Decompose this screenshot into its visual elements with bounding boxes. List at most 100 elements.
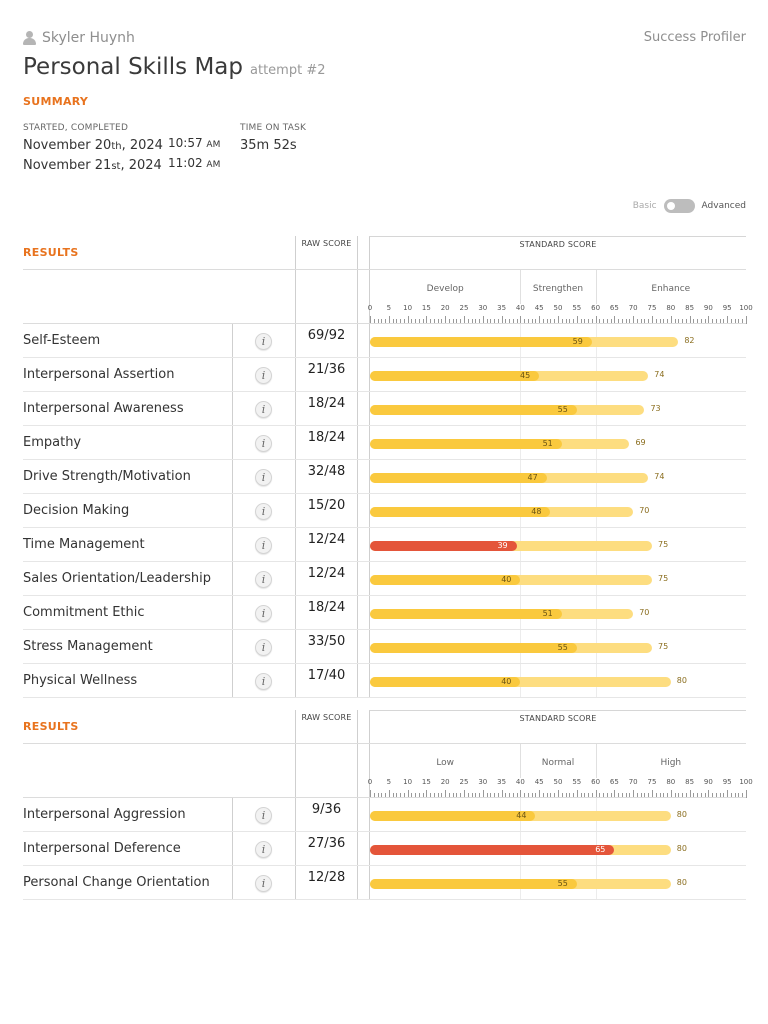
max-score-label: 73: [650, 404, 661, 413]
scale-tick: [700, 319, 702, 324]
scale-tick: [697, 319, 699, 324]
scale-tick: [464, 790, 465, 798]
scale-tick: [655, 793, 657, 798]
scale-tick: [636, 793, 638, 798]
scale-tick: [606, 319, 608, 324]
scale-name: Drive Strength/Motivation: [23, 469, 191, 484]
scale-tick: [652, 316, 653, 324]
scale-tick: [501, 316, 503, 324]
scale-tick: [445, 316, 447, 324]
scale-tick: [411, 793, 413, 798]
scale-tick: [712, 319, 714, 324]
switch-knob: [666, 202, 675, 210]
info-icon[interactable]: i: [255, 333, 272, 350]
scale-tick: [512, 319, 514, 324]
scale-tick: [520, 790, 522, 798]
info-icon[interactable]: i: [255, 875, 272, 892]
scale-tick: [467, 793, 469, 798]
info-cell: i: [232, 494, 295, 528]
scale-tick: [471, 319, 473, 324]
scale-tick: [370, 316, 371, 324]
max-score-label: 75: [658, 540, 669, 549]
standard-score-cell: 55 73: [369, 392, 746, 426]
raw-score: 12/28: [295, 866, 358, 900]
scale-tick: [663, 319, 665, 324]
max-score-label: 74: [654, 472, 665, 481]
info-icon[interactable]: i: [255, 639, 272, 656]
result-row: Time Management i 12/24 39 75: [23, 528, 746, 562]
band-label: Low: [436, 758, 455, 768]
result-row: Physical Wellness i 17/40 40 80: [23, 664, 746, 698]
score-bar: 48: [370, 507, 551, 517]
tick-label: 10: [403, 304, 413, 312]
scale-tick: [516, 793, 518, 798]
results-header: RESULTS RAW SCORE STANDARD SCORE: [23, 710, 746, 744]
tick-label: 75: [647, 304, 657, 312]
scale-tick: [448, 793, 450, 798]
scale-tick: [388, 790, 390, 798]
scale-name: Time Management: [23, 537, 145, 552]
result-row: Decision Making i 15/20 48 70: [23, 494, 746, 528]
scale-tick: [674, 793, 676, 798]
scale-tick: [437, 793, 439, 798]
scale-tick: [629, 793, 631, 798]
scale-tick: [456, 793, 458, 798]
scale-tick: [746, 316, 747, 324]
info-icon[interactable]: i: [255, 469, 272, 486]
scale-tick: [512, 793, 514, 798]
scale-tick: [482, 316, 484, 324]
scale-tick: [667, 319, 669, 324]
tick-label: 5: [386, 304, 392, 312]
info-icon[interactable]: i: [255, 571, 272, 588]
scale-tick: [727, 790, 729, 798]
info-icon[interactable]: i: [255, 605, 272, 622]
scale-tick: [727, 316, 729, 324]
raw-score: 17/40: [295, 664, 358, 698]
toggle-basic-label: Basic: [632, 201, 657, 211]
scale-tick: [411, 319, 413, 324]
end-time: 11:02 AM: [168, 156, 221, 170]
info-icon[interactable]: i: [255, 367, 272, 384]
scale-tick: [471, 793, 473, 798]
info-icon[interactable]: i: [255, 435, 272, 452]
scale-tick: [456, 319, 458, 324]
score-bar: 39: [370, 541, 517, 551]
info-icon[interactable]: i: [255, 537, 272, 554]
scale-tick: [629, 319, 631, 324]
scale-tick: [418, 793, 420, 798]
scale-tick: [550, 319, 552, 324]
max-score-label: 70: [639, 608, 650, 617]
scale-tick: [659, 793, 661, 798]
standard-score-header: STANDARD SCORE: [369, 710, 746, 744]
raw-score-header: RAW SCORE: [295, 236, 358, 270]
info-icon[interactable]: i: [255, 807, 272, 824]
info-cell: i: [232, 798, 295, 832]
info-icon[interactable]: i: [255, 503, 272, 520]
scale-tick: [373, 319, 375, 324]
scale-tick: [640, 319, 642, 324]
scale-tick: [561, 319, 563, 324]
scale-tick: [678, 319, 680, 324]
scale-tick: [618, 793, 620, 798]
tick-label: 25: [459, 778, 469, 786]
basic-advanced-switch[interactable]: [663, 199, 695, 213]
scale-name: Interpersonal Aggression: [23, 807, 186, 822]
info-icon[interactable]: i: [255, 401, 272, 418]
max-score-label: 82: [684, 336, 695, 345]
scale-tick: [700, 793, 702, 798]
score-bar: 45: [370, 371, 540, 381]
info-cell: i: [232, 596, 295, 630]
scale-tick: [655, 319, 657, 324]
scale-tick: [565, 319, 567, 324]
scale-tick: [407, 790, 409, 798]
scale-tick: [396, 793, 398, 798]
score-scale: Develop Strengthen Enhance 0 5 10 15 20 25 30 35 40…: [23, 270, 753, 324]
scale-tick: [599, 319, 601, 324]
info-icon[interactable]: i: [255, 673, 272, 690]
scale-tick: [479, 793, 481, 798]
score-bar: 55: [370, 643, 577, 653]
scale-tick: [381, 793, 383, 798]
info-cell: i: [232, 562, 295, 596]
info-icon[interactable]: i: [255, 841, 272, 858]
standard-score-cell: 40 75: [369, 562, 746, 596]
